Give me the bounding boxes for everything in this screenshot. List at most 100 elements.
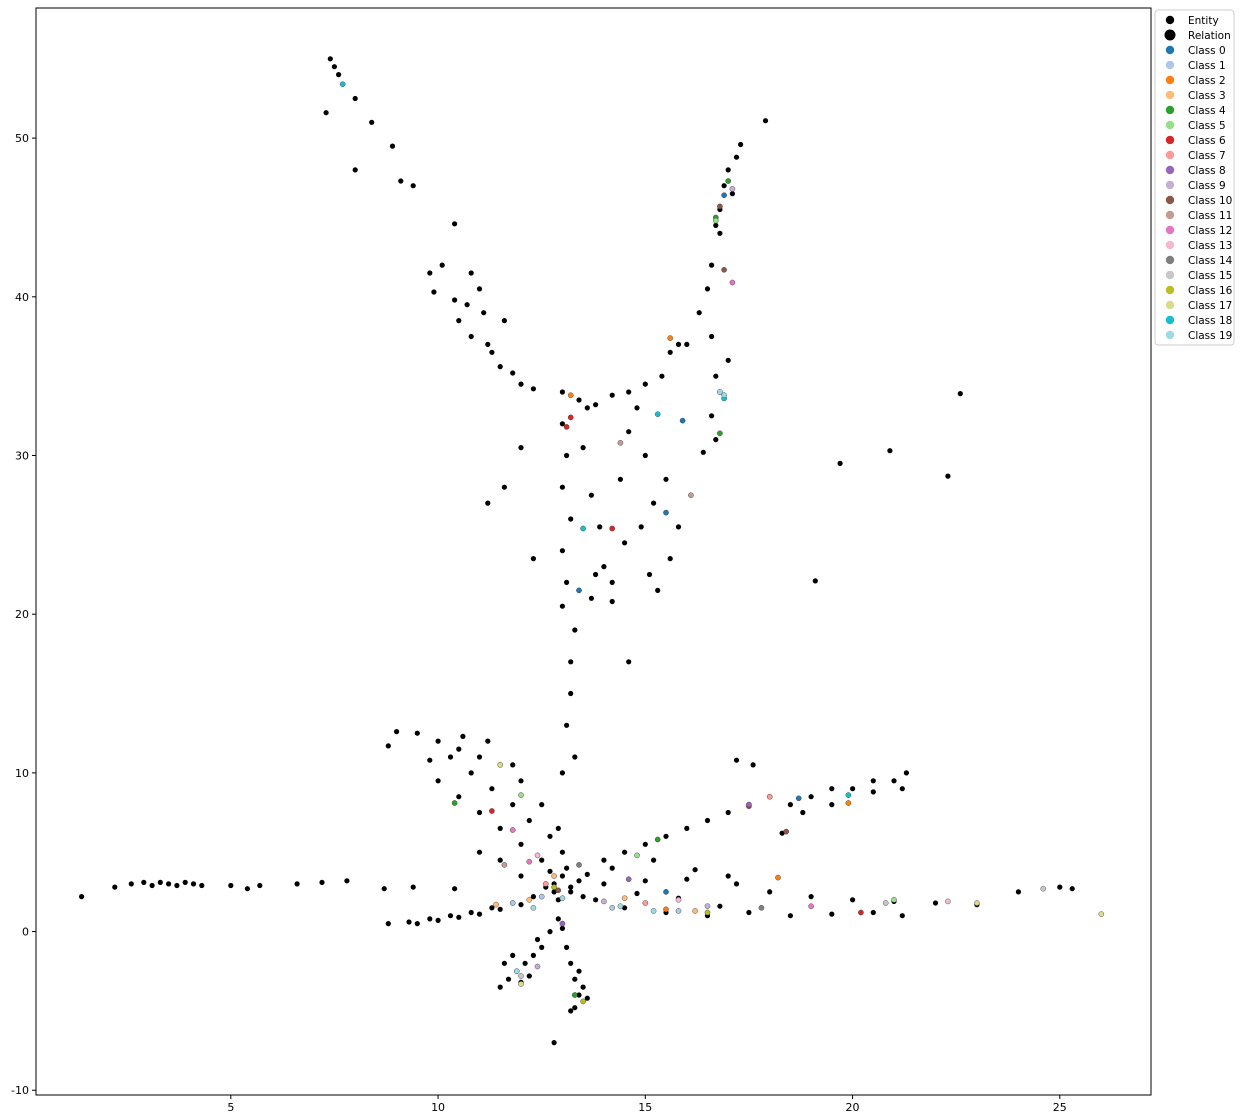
entity-point [709,262,715,268]
entity-point [551,1040,557,1046]
entity-point [572,754,578,760]
legend-marker-class-16 [1165,285,1175,295]
entity-point [141,879,147,886]
entity-point [389,143,396,149]
entity-point [829,786,835,792]
entity-point [427,757,433,763]
entity-point [850,897,856,903]
entity-point [887,448,893,454]
entity-point [394,729,400,735]
class-5-point [518,792,524,798]
class-6-point [858,909,864,916]
class-16-point [551,884,557,890]
class-19-point [530,905,537,911]
entity-point [228,882,234,889]
entity-point [559,849,566,855]
entity-point [667,349,673,355]
entity-point [622,849,628,855]
entity-point [899,786,905,792]
entity-point [564,579,570,586]
class-13-point [675,897,682,903]
entity-point [622,905,628,911]
entity-point [112,884,118,890]
class-10-point [721,266,727,273]
class-0-point [721,192,727,198]
y-tick-label: 0 [22,926,29,939]
entity-point [182,879,188,886]
entity-point [704,817,711,824]
entity-point [468,333,474,340]
legend-marker-class-15 [1165,270,1175,280]
class-16-point [580,998,586,1005]
entity-point [476,286,483,292]
entity-point [534,936,541,943]
entity-point [481,310,487,316]
entity-point [663,476,669,482]
entity-point [547,929,553,935]
entity-point [601,857,607,863]
entity-point [717,903,723,909]
entity-point [501,484,507,490]
entity-point [870,909,876,916]
entity-point [588,492,595,498]
legend-label-class-7: Class 7 [1188,150,1226,162]
entity-point [526,817,532,824]
entity-point [725,167,731,173]
legend-label-class-10: Class 10 [1188,195,1232,207]
entity-point [713,437,719,443]
class-5-point [634,852,640,859]
entity-point [79,894,85,900]
entity-point [642,452,648,459]
class-0-point [663,509,669,516]
entity-point [456,794,462,800]
class-4-point [451,800,458,806]
entity-point [369,119,375,125]
entity-point [497,857,503,863]
entity-point [725,873,731,879]
entity-point [733,154,740,160]
legend-label-entity: Entity [1188,15,1219,27]
class-3-point [692,908,698,914]
entity-point [530,894,537,900]
class-14-point [576,862,582,868]
entity-point [439,262,445,268]
entity-point [609,598,615,605]
entity-point [568,516,574,522]
entity-point [568,889,574,895]
entity-point [568,659,574,665]
entity-point [870,789,876,795]
entity-point [526,973,532,979]
entity-point [539,944,545,951]
entity-point [497,825,503,832]
legend-marker-class-5 [1165,120,1175,130]
entity-point [580,984,586,990]
entity-point [704,286,711,292]
entity-point [601,881,607,887]
entity-point [385,743,391,749]
legend-label-class-8: Class 8 [1188,165,1226,177]
legend-label-class-9: Class 9 [1188,180,1226,192]
entity-point [410,183,416,189]
entity-point [717,230,723,236]
class-2-point [663,906,669,913]
legend-marker-relation [1164,29,1176,41]
class-3-point [551,873,557,879]
entity-point [518,902,524,908]
entity-point [485,341,491,347]
entity-point [539,802,545,808]
class-14-point [758,905,765,911]
entity-point [327,56,333,62]
legend-marker-class-4 [1165,105,1175,115]
class-16-point [704,909,711,916]
class-12-point [509,827,516,833]
entity-point [497,364,503,370]
entity-point [642,841,648,847]
entity-point [725,357,731,363]
entity-point [663,833,669,839]
y-tick-label: 20 [15,608,29,621]
y-tick-label: 50 [15,132,29,145]
entity-point [646,571,653,578]
entity-point [555,825,561,832]
x-tick-label: 25 [1053,1101,1067,1114]
class-11-point [617,439,624,446]
